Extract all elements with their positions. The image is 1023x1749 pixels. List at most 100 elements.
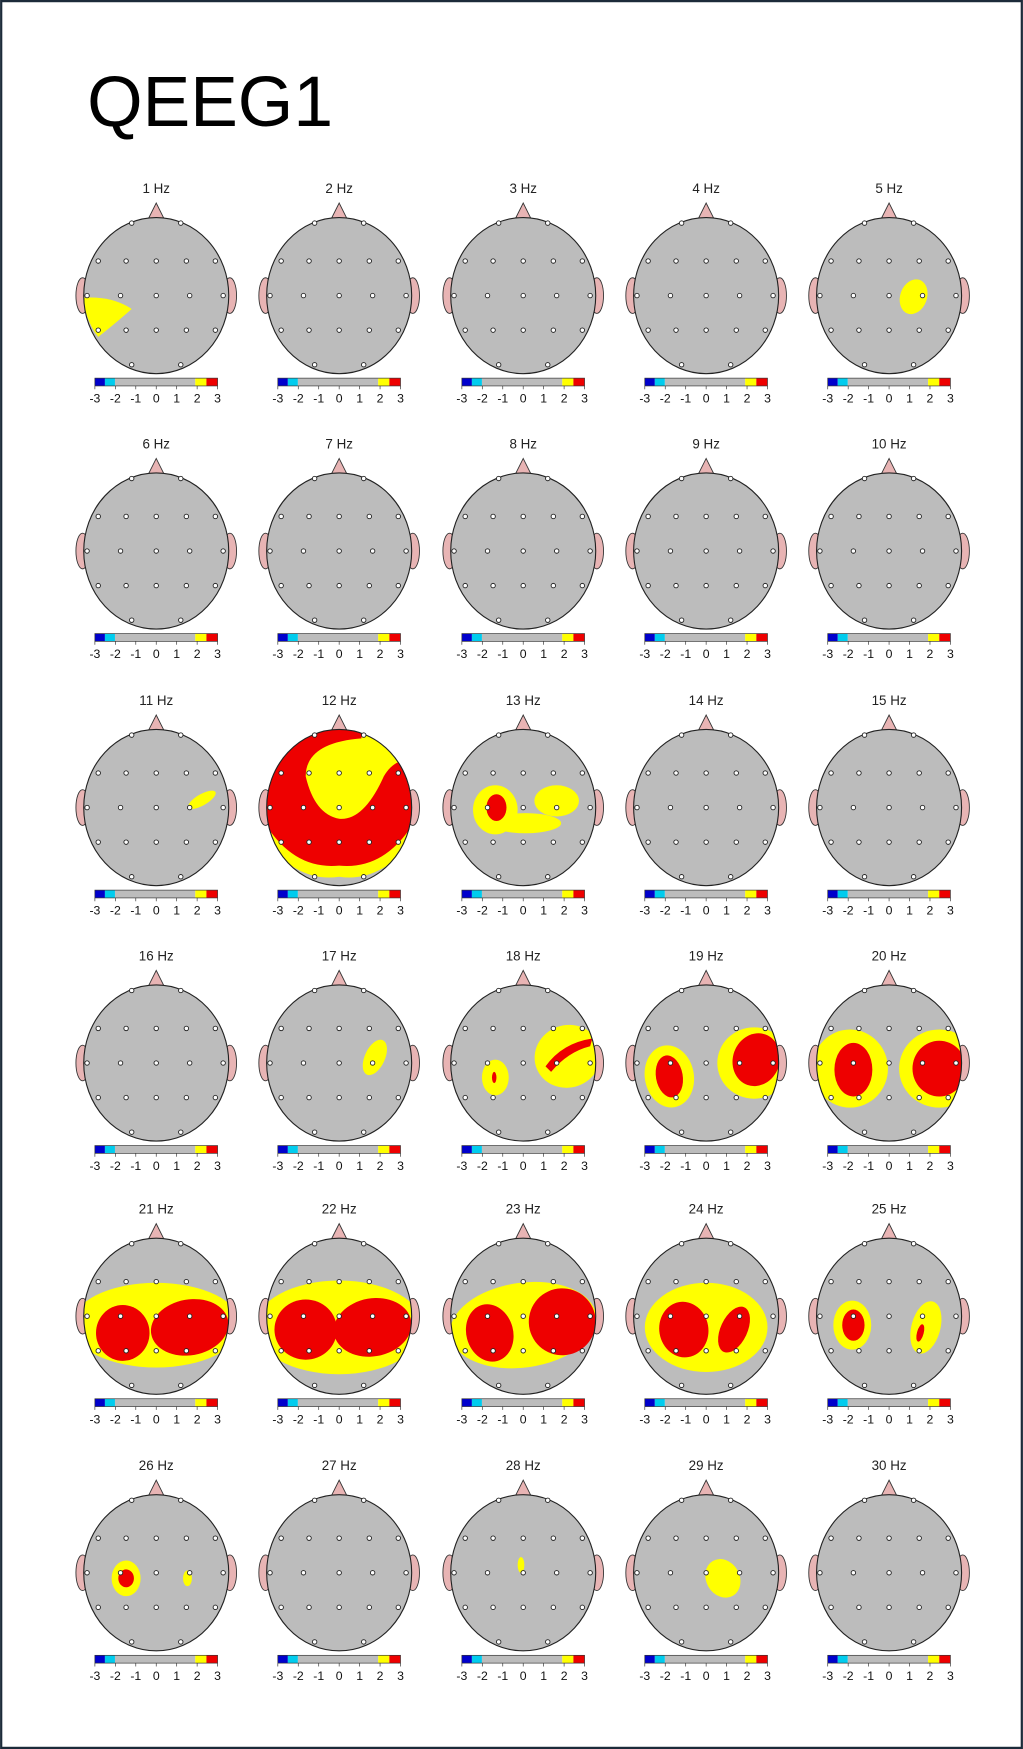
colorbar-tick-label: 0 <box>336 392 343 406</box>
electrode <box>84 804 90 811</box>
colorbar-tick-label: 3 <box>947 1159 954 1173</box>
electrode <box>278 1348 284 1354</box>
topomap: 20 Hz -3 -2 -1 0 1 2 3 <box>808 948 970 1173</box>
colorbar-tick-label: -3 <box>456 647 467 661</box>
electrode <box>361 220 367 226</box>
electrode <box>361 987 367 994</box>
colorbar-tick-label: -2 <box>660 392 671 406</box>
electrode <box>856 1094 862 1101</box>
activation-region <box>83 297 132 337</box>
colorbar-segment <box>654 1398 665 1407</box>
colorbar-segment <box>745 633 757 642</box>
electrode <box>703 1535 709 1541</box>
colorbar-segment <box>654 378 665 386</box>
colorbar-tick-label: 2 <box>561 647 568 661</box>
colorbar-segment <box>471 890 482 898</box>
electrode <box>886 513 892 520</box>
electrode <box>579 1278 586 1285</box>
electrode <box>462 1278 468 1285</box>
colorbar-tick-label: 2 <box>927 647 934 661</box>
colorbar-tick-label: 1 <box>723 392 730 406</box>
electrode <box>95 513 101 520</box>
electrode <box>462 770 468 776</box>
map-label: 7 Hz <box>325 436 353 451</box>
colorbar-segment <box>573 1145 585 1154</box>
electrode <box>300 804 307 811</box>
electrode <box>545 1129 551 1135</box>
electrode <box>490 1025 496 1032</box>
colorbar-tick-label: 1 <box>540 647 547 661</box>
electrode <box>129 475 135 482</box>
electrode <box>311 874 318 880</box>
electrode <box>300 1313 307 1319</box>
colorbar-tick-label: 2 <box>377 1412 384 1426</box>
electrode <box>311 617 318 623</box>
colorbar-segment <box>206 633 218 642</box>
electrode <box>553 1313 560 1319</box>
colorbar-tick-label: 1 <box>173 647 180 661</box>
electrode <box>736 292 743 299</box>
colorbar-tick-label: 2 <box>377 904 384 918</box>
electrode <box>300 548 307 554</box>
colorbar-segment <box>195 633 207 642</box>
colorbar-segment <box>378 890 390 898</box>
activation-region <box>274 1299 337 1360</box>
electrode <box>361 732 367 738</box>
electrode <box>736 1060 743 1066</box>
colorbar-tick-label: 3 <box>581 904 588 918</box>
electrode <box>550 1604 557 1611</box>
electrode <box>212 1535 219 1541</box>
electrode <box>673 1025 679 1032</box>
electrode <box>861 362 868 368</box>
colorbar-tick-label: -1 <box>680 904 691 918</box>
colorbar-tick-label: -1 <box>130 1159 141 1173</box>
electrode <box>910 1241 917 1247</box>
colorbar-segment <box>664 378 746 386</box>
colorbar-tick-label: -2 <box>660 1669 671 1683</box>
colorbar-segment <box>471 1398 482 1407</box>
colorbar-tick-label: -3 <box>822 1412 833 1426</box>
electrode <box>84 1570 90 1576</box>
colorbar-tick-label: -3 <box>89 1412 100 1426</box>
electrode <box>267 1570 273 1576</box>
electrode <box>520 770 526 776</box>
electrode <box>919 1060 926 1066</box>
electrode <box>673 513 679 520</box>
colorbar-tick-label: -3 <box>822 1159 833 1173</box>
electrode <box>673 839 679 845</box>
map-label: 14 Hz <box>689 693 724 708</box>
electrode <box>817 1060 823 1066</box>
electrode <box>129 362 135 368</box>
electrode <box>336 1604 342 1611</box>
electrode <box>153 1535 159 1541</box>
colorbar-tick-label: 1 <box>173 904 180 918</box>
electrode <box>212 513 219 520</box>
colorbar-segment <box>94 1655 105 1664</box>
electrode <box>123 327 129 333</box>
colorbar-segment <box>287 1655 298 1664</box>
colorbar-tick-label: -3 <box>639 647 650 661</box>
topomap: 2 Hz -3 -2 -1 0 1 2 3 <box>258 181 420 406</box>
electrode <box>762 1025 768 1032</box>
colorbar-segment <box>654 1655 665 1664</box>
electrode <box>369 1570 376 1576</box>
head-outline <box>450 728 597 887</box>
colorbar-tick-label: 1 <box>540 1412 547 1426</box>
electrode <box>678 874 685 880</box>
electrode <box>95 770 101 776</box>
colorbar-segment <box>928 1655 940 1664</box>
electrode <box>187 292 193 299</box>
map-label: 26 Hz <box>139 1458 174 1473</box>
electrode <box>856 327 862 333</box>
colorbar-segment <box>573 890 585 898</box>
electrode <box>861 987 868 994</box>
electrode <box>403 1060 409 1066</box>
colorbar-tick-label: 0 <box>886 1159 893 1173</box>
activation-region <box>486 794 507 821</box>
electrode <box>645 582 651 589</box>
electrode <box>178 475 184 482</box>
electrode <box>187 1313 193 1319</box>
map-label: 5 Hz <box>875 181 903 196</box>
electrode <box>336 1535 342 1541</box>
map-label: 23 Hz <box>506 1202 541 1217</box>
